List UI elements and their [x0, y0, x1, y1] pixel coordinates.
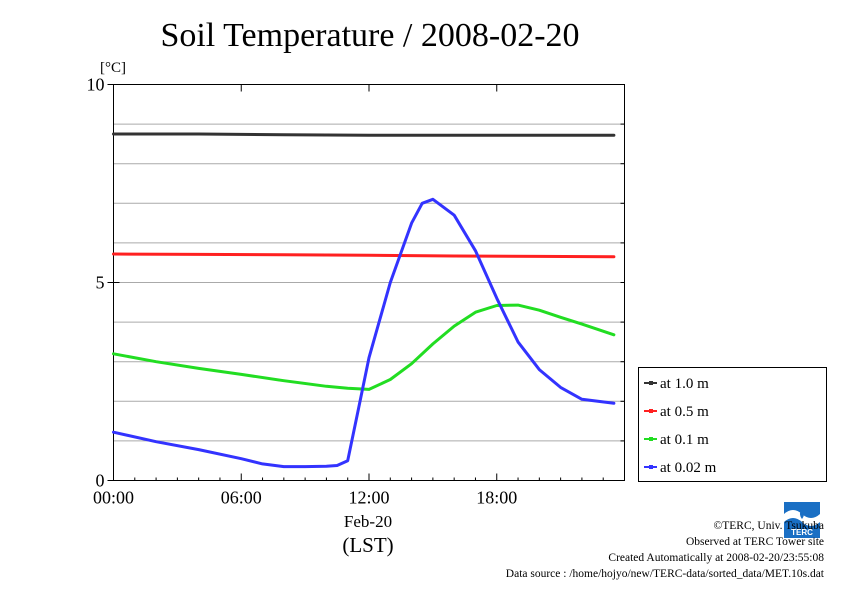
- y-tick-label-0: 0: [96, 471, 105, 491]
- terc-logo-text: TERC: [791, 528, 813, 537]
- x-tick-label-2: 12:00: [348, 488, 389, 508]
- series-lines: [112, 132, 616, 469]
- y-tick-label-2: 10: [87, 75, 105, 95]
- series-line-2: [112, 303, 616, 391]
- legend-label-3: at 0.02 m: [660, 460, 717, 476]
- legend-marker-2: [649, 437, 653, 441]
- legend-marker-0: [649, 381, 653, 385]
- series-line-1: [112, 252, 616, 259]
- x-axis-date-label: Feb-20: [344, 512, 392, 531]
- x-axis-timezone-label: (LST): [342, 533, 393, 557]
- series-line-3: [112, 197, 616, 469]
- legend: at 1.0 m at 0.5 m at 0.1 m at 0.02 m: [638, 367, 827, 482]
- data-source-text: Data source : /home/hojyo/new/TERC-data/…: [505, 568, 824, 580]
- footer-credits: ©TERC, Univ. Tsukuba Observed at TERC To…: [506, 518, 824, 582]
- grid-lines: [113, 123, 625, 442]
- legend-label-1: at 0.5 m: [660, 404, 709, 420]
- legend-marker-3: [649, 465, 653, 469]
- x-tick-label-1: 06:00: [221, 488, 262, 508]
- y-tick-label-1: 5: [96, 273, 105, 293]
- axis-ticks: 0 5 10 00:00 06:00 12:00 18:00: [87, 75, 625, 508]
- x-tick-label-0: 00:00: [93, 488, 134, 508]
- series-line-0: [112, 132, 616, 137]
- y-axis-unit-label: [°C]: [100, 60, 126, 76]
- legend-box: [638, 367, 827, 482]
- legend-marker-1: [649, 409, 653, 413]
- observed-text: Observed at TERC Tower site: [685, 536, 824, 548]
- chart-title: Soil Temperature / 2008-02-20: [160, 17, 579, 54]
- created-text: Created Automatically at 2008-02-20/23:5…: [608, 552, 824, 564]
- copyright-text: ©TERC, Univ. Tsukuba: [713, 520, 824, 532]
- legend-label-0: at 1.0 m: [660, 376, 709, 392]
- x-tick-label-3: 18:00: [476, 488, 517, 508]
- legend-label-2: at 0.1 m: [660, 432, 709, 448]
